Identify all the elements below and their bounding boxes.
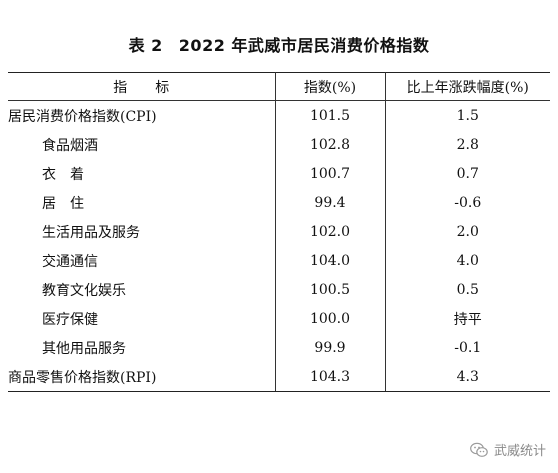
page-title: 表 2 2022 年武威市居民消费价格指数 xyxy=(0,32,558,56)
row-index: 102.0 xyxy=(274,217,386,246)
header-change: 比上年涨跌幅度(%) xyxy=(384,72,550,101)
row-label: 教育文化娱乐 xyxy=(8,275,276,304)
row-index: 100.0 xyxy=(274,304,386,333)
row-index: 100.7 xyxy=(274,159,386,188)
table-row: 衣着 100.7 0.7 xyxy=(8,159,550,188)
table-row: 居民消费价格指数(CPI) 101.5 1.5 xyxy=(8,100,550,130)
row-label: 商品零售价格指数(RPI) xyxy=(8,362,276,392)
row-change: 2.0 xyxy=(384,217,550,246)
table-row: 医疗保健 100.0 持平 xyxy=(8,304,550,333)
table-row: 商品零售价格指数(RPI) 104.3 4.3 xyxy=(8,362,550,392)
row-label: 生活用品及服务 xyxy=(8,217,276,246)
row-label: 交通通信 xyxy=(8,246,276,275)
row-label: 居住 xyxy=(8,188,276,217)
row-index: 104.0 xyxy=(274,246,386,275)
row-change: 1.5 xyxy=(384,100,550,130)
row-label: 食品烟酒 xyxy=(8,130,276,159)
row-label: 其他用品服务 xyxy=(8,333,276,362)
table-row: 生活用品及服务 102.0 2.0 xyxy=(8,217,550,246)
table-row: 食品烟酒 102.8 2.8 xyxy=(8,130,550,159)
table-row: 教育文化娱乐 100.5 0.5 xyxy=(8,275,550,304)
table-number: 表 2 xyxy=(128,36,163,55)
table-row: 交通通信 104.0 4.0 xyxy=(8,246,550,275)
price-index-table: 指标 指数(%) 比上年涨跌幅度(%) 居民消费价格指数(CPI) 101.5 … xyxy=(8,72,550,392)
row-index: 100.5 xyxy=(274,275,386,304)
header-indicator: 指标 xyxy=(8,72,276,101)
row-index: 104.3 xyxy=(274,362,386,392)
row-change: 0.5 xyxy=(384,275,550,304)
row-change: 持平 xyxy=(384,304,550,333)
row-index: 99.4 xyxy=(274,188,386,217)
row-change: 0.7 xyxy=(384,159,550,188)
wechat-icon xyxy=(470,442,488,458)
row-label: 居民消费价格指数(CPI) xyxy=(8,100,276,130)
row-index: 102.8 xyxy=(274,130,386,159)
header-index: 指数(%) xyxy=(274,72,386,101)
row-label: 衣着 xyxy=(8,159,276,188)
table-title: 2022 年武威市居民消费价格指数 xyxy=(178,36,430,55)
row-change: 4.3 xyxy=(384,362,550,392)
watermark-text: 武威统计 xyxy=(493,444,546,459)
row-change: 4.0 xyxy=(384,246,550,275)
table-header-row: 指标 指数(%) 比上年涨跌幅度(%) xyxy=(8,72,550,101)
row-change: -0.6 xyxy=(384,188,550,217)
row-change: -0.1 xyxy=(384,333,550,362)
row-index: 99.9 xyxy=(274,333,386,362)
table-row: 居住 99.4 -0.6 xyxy=(8,188,550,217)
table-row: 其他用品服务 99.9 -0.1 xyxy=(8,333,550,362)
row-index: 101.5 xyxy=(274,100,386,130)
watermark: 武威统计 xyxy=(470,440,546,459)
row-change: 2.8 xyxy=(384,130,550,159)
row-label: 医疗保健 xyxy=(8,304,276,333)
